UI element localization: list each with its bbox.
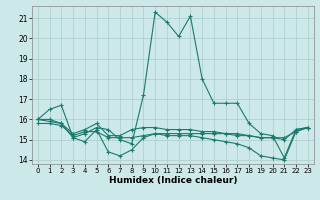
- X-axis label: Humidex (Indice chaleur): Humidex (Indice chaleur): [108, 176, 237, 185]
